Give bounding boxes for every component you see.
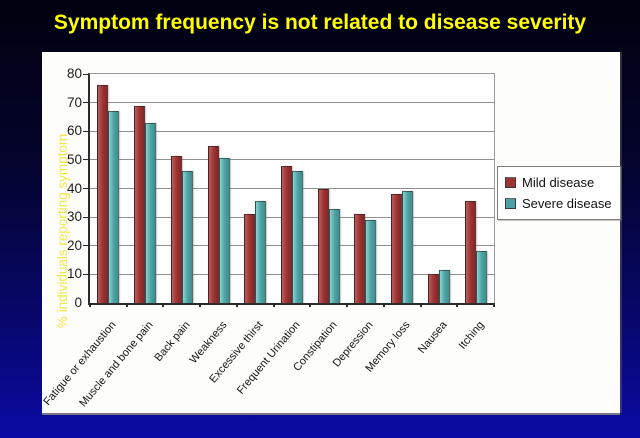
y-tick-label-60: 60 xyxy=(66,123,82,139)
bar-severe-disease xyxy=(365,220,377,303)
y-tick-label-50: 50 xyxy=(66,151,82,167)
x-tick-3 xyxy=(199,303,202,307)
y-tick-40 xyxy=(83,188,88,189)
bar-mild-disease xyxy=(464,201,476,303)
legend-label: Severe disease xyxy=(522,196,612,211)
y-tick-label-80: 80 xyxy=(66,66,82,81)
bar-severe-disease xyxy=(292,171,303,303)
y-tick-label-10: 10 xyxy=(66,266,82,282)
bar-severe-disease xyxy=(145,122,157,303)
bar-severe-disease xyxy=(328,208,340,303)
x-tick-4 xyxy=(235,303,238,307)
y-tick-label-70: 70 xyxy=(66,94,82,110)
x-tick-1 xyxy=(125,303,128,307)
y-tick-60 xyxy=(83,130,88,132)
bar-mild-disease xyxy=(317,188,329,303)
x-tick-10 xyxy=(456,303,459,307)
x-tick-2 xyxy=(162,303,165,307)
bar-mild-disease xyxy=(244,214,256,303)
legend-swatch-icon xyxy=(505,177,516,188)
y-tick-label-30: 30 xyxy=(66,209,82,225)
legend: Mild disease Severe disease xyxy=(497,166,621,220)
y-tick-30 xyxy=(83,216,88,218)
bar-severe-disease xyxy=(108,111,120,303)
legend-entry: Severe disease xyxy=(505,193,614,214)
bar-severe-disease xyxy=(475,251,487,303)
gridline-60 xyxy=(90,130,494,132)
y-tick-10 xyxy=(83,273,88,275)
bar-severe-disease xyxy=(218,158,230,303)
gridline-70 xyxy=(90,102,494,104)
y-tick-label-0: 0 xyxy=(74,295,82,310)
y-tick-label-20: 20 xyxy=(66,237,82,253)
bar-mild-disease xyxy=(354,214,366,303)
slide-title: Symptom frequency is not related to dise… xyxy=(53,11,587,34)
bar-mild-disease xyxy=(391,194,403,303)
plot-area: 0 10 20 30 40 50 60 70 80 Fatigue or exhaustion Mu… xyxy=(42,66,495,409)
bar-mild-disease xyxy=(97,85,109,303)
y-tick-80 xyxy=(83,73,88,75)
bar-mild-disease xyxy=(134,105,146,303)
gridline-50 xyxy=(90,159,494,161)
bar-severe-disease xyxy=(181,171,193,303)
y-tick-label-40: 40 xyxy=(66,180,82,196)
bar-mild-disease xyxy=(427,274,439,303)
chart-panel: % individuals reporting symptom 0 10 20 30 4… xyxy=(42,52,621,413)
y-tick-70 xyxy=(83,102,88,104)
bar-mild-disease xyxy=(170,155,182,303)
x-tick-7 xyxy=(346,303,349,307)
bar-severe-disease xyxy=(255,201,267,303)
bar-mild-disease xyxy=(207,145,219,303)
y-tick-20 xyxy=(83,245,88,247)
x-tick-8 xyxy=(382,303,385,307)
x-tick-0 xyxy=(89,303,91,307)
legend-label: Mild disease xyxy=(522,175,595,190)
legend-entry: Mild disease xyxy=(505,172,614,193)
bar-mild-disease xyxy=(281,165,292,303)
x-tick-11 xyxy=(493,303,495,307)
y-tick-50 xyxy=(83,159,88,161)
bar-severe-disease xyxy=(438,270,450,303)
x-tick-6 xyxy=(309,303,312,307)
x-tick-9 xyxy=(419,303,422,307)
bar-severe-disease xyxy=(402,191,414,303)
legend-swatch-icon xyxy=(505,198,516,209)
x-tick-5 xyxy=(272,303,275,307)
